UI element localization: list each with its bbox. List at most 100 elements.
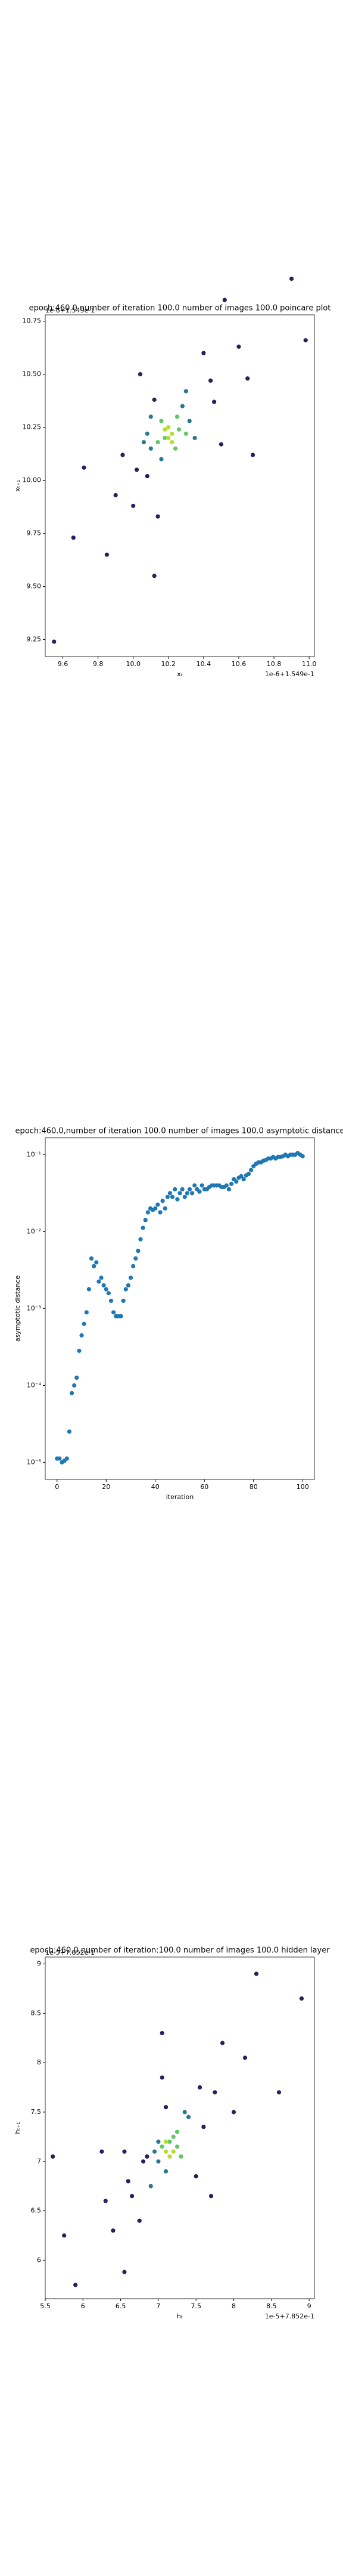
point bbox=[89, 1256, 94, 1261]
point bbox=[197, 2085, 202, 2090]
point bbox=[236, 344, 241, 349]
point bbox=[62, 2233, 67, 2238]
plot-frame bbox=[45, 1137, 315, 1480]
point bbox=[141, 2159, 146, 2164]
x-tick-label: 6.5 bbox=[116, 2302, 126, 2310]
point bbox=[160, 1199, 165, 1203]
point bbox=[163, 2149, 169, 2154]
point bbox=[64, 1456, 69, 1461]
point bbox=[167, 2140, 172, 2144]
y-tick-label: 10⁻¹ bbox=[27, 1150, 41, 1158]
point bbox=[72, 1383, 77, 1388]
point bbox=[131, 503, 136, 508]
point bbox=[141, 1225, 145, 1230]
point bbox=[71, 535, 76, 540]
x-axis-label: iteration bbox=[166, 1493, 194, 1501]
point bbox=[163, 1206, 167, 1211]
point bbox=[122, 2270, 127, 2274]
point bbox=[212, 400, 217, 404]
point bbox=[77, 1348, 82, 1353]
point bbox=[94, 1260, 99, 1265]
y-tick-label: 9.25 bbox=[27, 636, 42, 643]
x-tick-label: 8.5 bbox=[266, 2302, 277, 2310]
point bbox=[242, 2055, 248, 2060]
point bbox=[136, 1249, 141, 1253]
y-tick-label: 10⁻³ bbox=[27, 1304, 41, 1312]
point bbox=[148, 2184, 153, 2188]
x-axis-label: xₜ bbox=[177, 670, 183, 678]
point bbox=[177, 1191, 182, 1196]
point bbox=[186, 2114, 191, 2119]
point bbox=[224, 1183, 229, 1188]
point bbox=[254, 1971, 259, 1976]
point bbox=[180, 404, 185, 408]
point bbox=[241, 1177, 246, 1182]
point bbox=[299, 1996, 304, 2001]
point bbox=[160, 2030, 164, 2036]
point bbox=[226, 1187, 232, 1192]
point bbox=[111, 1310, 116, 1315]
point bbox=[180, 1187, 185, 1192]
y-tick-label: 8.5 bbox=[31, 2009, 42, 2017]
point bbox=[156, 2159, 161, 2164]
x-tick-label: 60 bbox=[200, 1483, 208, 1491]
point bbox=[96, 1279, 101, 1284]
point bbox=[170, 431, 174, 436]
point bbox=[174, 2144, 180, 2149]
point bbox=[183, 431, 188, 436]
point bbox=[167, 2154, 172, 2159]
point bbox=[163, 2140, 169, 2144]
point bbox=[173, 446, 178, 451]
x-tick-label: 10.2 bbox=[161, 660, 176, 668]
point bbox=[137, 2218, 142, 2223]
point bbox=[122, 2149, 127, 2154]
point bbox=[192, 1183, 197, 1188]
point bbox=[167, 1191, 173, 1196]
point bbox=[153, 1206, 158, 1211]
point bbox=[148, 414, 153, 419]
point bbox=[208, 378, 213, 383]
point bbox=[163, 2169, 169, 2174]
point bbox=[201, 351, 206, 355]
y-offset-text: 1e-5+7.852e-1 bbox=[45, 1949, 95, 1956]
point bbox=[135, 467, 139, 472]
point bbox=[174, 2129, 180, 2134]
point bbox=[133, 1256, 138, 1261]
point bbox=[106, 1291, 111, 1296]
point bbox=[131, 1264, 136, 1269]
point bbox=[99, 1275, 104, 1280]
point bbox=[160, 2144, 164, 2149]
chart-title: epoch:460.0,number of iteration 100.0 nu… bbox=[15, 1127, 343, 1136]
point bbox=[300, 1154, 305, 1159]
point bbox=[182, 1194, 187, 1199]
y-tick-label: 10.75 bbox=[23, 317, 42, 325]
point bbox=[171, 2149, 176, 2154]
point bbox=[99, 2149, 104, 2154]
y-tick-label: 6.5 bbox=[31, 2207, 42, 2215]
point bbox=[82, 1321, 86, 1326]
point bbox=[82, 465, 86, 470]
point bbox=[158, 1210, 163, 1215]
point bbox=[126, 1283, 130, 1288]
point bbox=[179, 2154, 183, 2159]
point bbox=[248, 1168, 254, 1172]
point bbox=[155, 1202, 160, 1207]
point bbox=[187, 419, 192, 423]
y-tick-label: 9.75 bbox=[27, 530, 42, 537]
y-tick-label: 9 bbox=[37, 1960, 41, 1968]
point bbox=[120, 453, 125, 457]
point bbox=[166, 435, 171, 441]
chart-title: epoch:460.0 number of iteration 100.0 nu… bbox=[29, 304, 331, 313]
point bbox=[101, 1283, 106, 1288]
point bbox=[185, 1191, 189, 1196]
point bbox=[163, 2105, 169, 2110]
x-offset-text: 1e-6+1.549e-1 bbox=[265, 670, 314, 678]
point bbox=[123, 1287, 128, 1292]
y-tick-label: 7.5 bbox=[31, 2108, 42, 2116]
point bbox=[152, 397, 157, 402]
point bbox=[155, 514, 160, 519]
y-tick-label: 10⁻⁴ bbox=[27, 1381, 42, 1389]
y-tick-label: 9.50 bbox=[27, 583, 42, 590]
y-tick-label: 10⁻² bbox=[27, 1227, 41, 1235]
point bbox=[276, 2090, 282, 2095]
